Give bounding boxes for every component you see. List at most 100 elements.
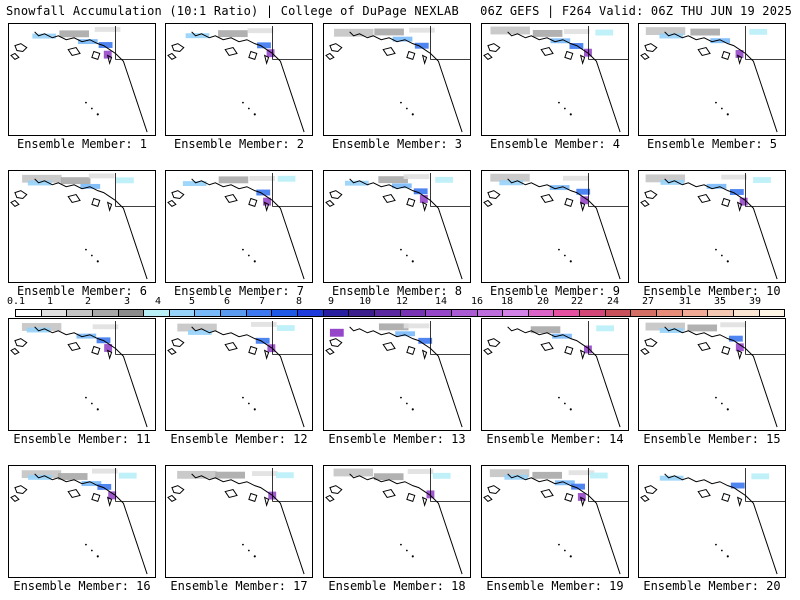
colorbar-swatch	[733, 310, 760, 316]
ensemble-member-label: Ensemble Member: 7	[173, 284, 305, 298]
ensemble-map-panel	[165, 318, 313, 431]
map-svg	[167, 320, 312, 428]
colorbar-swatch	[41, 310, 68, 316]
ensemble-member-label: Ensemble Member: 4	[489, 137, 621, 151]
ensemble-map-panel	[8, 465, 156, 578]
colorbar-swatch	[272, 310, 299, 316]
colorbar-swatch	[195, 310, 222, 316]
ensemble-map-panel	[481, 465, 629, 578]
ensemble-map-panel	[323, 170, 471, 283]
colorbar-tick-label: 8	[295, 296, 303, 307]
colorbar-swatch	[554, 310, 581, 316]
colorbar-swatch	[503, 310, 529, 316]
ensemble-map-panel	[323, 23, 471, 136]
colorbar-swatch	[605, 310, 632, 316]
colorbar-tick-label: 2	[84, 296, 92, 307]
ensemble-member-label: Ensemble Member: 19	[486, 579, 624, 593]
colorbar-tick-label: 7	[258, 296, 266, 307]
ensemble-map-panel	[481, 23, 629, 136]
ensemble-member-label: Ensemble Member: 5	[646, 137, 778, 151]
map-svg	[483, 25, 628, 133]
colorbar-tick-label: 16	[470, 296, 484, 307]
run-valid-time: 06Z GEFS | F264 Valid: 06Z THU JUN 19 20…	[480, 4, 792, 18]
colorbar-tick-label: 20	[536, 296, 550, 307]
map-svg	[10, 467, 155, 575]
colorbar-tick-label: 18	[500, 296, 514, 307]
ensemble-map-panel	[165, 23, 313, 136]
colorbar-swatch	[16, 310, 42, 316]
ensemble-member-label: Ensemble Member: 11	[13, 432, 151, 446]
colorbar-swatch	[400, 310, 427, 316]
ensemble-member-label: Ensemble Member: 12	[170, 432, 308, 446]
colorbar-tick-label: 12	[395, 296, 409, 307]
map-svg	[325, 320, 470, 428]
colorbar-tick-label: 39	[748, 296, 762, 307]
ensemble-map-panel	[481, 170, 629, 283]
colorbar-swatch	[169, 310, 196, 316]
ensemble-map-panel	[638, 23, 786, 136]
ensemble-map-panel	[8, 23, 156, 136]
ensemble-map-panel	[8, 170, 156, 283]
ensemble-map-panel	[165, 465, 313, 578]
map-svg	[640, 467, 785, 575]
colorbar-swatch	[759, 310, 785, 316]
map-svg	[640, 320, 785, 428]
colorbar-swatch	[67, 310, 93, 316]
ensemble-member-label: Ensemble Member: 20	[643, 579, 781, 593]
ensemble-member-label: Ensemble Member: 8	[331, 284, 463, 298]
colorbar	[15, 309, 785, 317]
colorbar-swatch	[657, 310, 683, 316]
ensemble-map-panel	[638, 465, 786, 578]
colorbar-swatch	[708, 310, 734, 316]
colorbar-labels: 0.1 1 2 3 4 5 6 7 8 9 10 12 14 16 18 20 22 24 27 31 35 39	[7, 296, 785, 308]
colorbar-swatch	[298, 310, 324, 316]
colorbar-swatch	[144, 310, 170, 316]
map-svg	[640, 172, 785, 280]
colorbar-swatch	[528, 310, 555, 316]
ensemble-map-panel	[638, 318, 786, 431]
colorbar-tick-label: 6	[223, 296, 231, 307]
colorbar-swatch	[477, 310, 504, 316]
colorbar-tick-label: 31	[678, 296, 692, 307]
ensemble-map-panel	[323, 465, 471, 578]
ensemble-map-panel	[323, 318, 471, 431]
ensemble-map-panel	[165, 170, 313, 283]
ensemble-member-label: Ensemble Member: 18	[328, 579, 466, 593]
map-svg	[325, 25, 470, 133]
colorbar-swatch	[374, 310, 401, 316]
map-svg	[325, 467, 470, 575]
colorbar-swatch	[118, 310, 145, 316]
colorbar-tick-label: 5	[188, 296, 196, 307]
map-svg	[483, 467, 628, 575]
map-svg	[483, 320, 628, 428]
colorbar-swatch	[92, 310, 119, 316]
ensemble-member-label: Ensemble Member: 1	[16, 137, 148, 151]
colorbar-tick-label: 4	[154, 296, 162, 307]
colorbar-tick-label: 1	[46, 296, 54, 307]
ensemble-map-panel	[8, 318, 156, 431]
map-svg	[10, 25, 155, 133]
ensemble-map-panel	[638, 170, 786, 283]
map-svg	[325, 172, 470, 280]
ensemble-member-label: Ensemble Member: 13	[328, 432, 466, 446]
map-svg	[167, 25, 312, 133]
colorbar-swatch	[426, 310, 452, 316]
colorbar-swatch	[631, 310, 658, 316]
colorbar-tick-label: 22	[570, 296, 584, 307]
colorbar-swatch	[682, 310, 709, 316]
map-svg	[10, 320, 155, 428]
colorbar-tick-label: 14	[434, 296, 448, 307]
colorbar-swatch	[451, 310, 478, 316]
map-svg	[640, 25, 785, 133]
map-svg	[167, 172, 312, 280]
map-title: Snowfall Accumulation (10:1 Ratio) | Col…	[6, 4, 459, 18]
colorbar-swatch	[580, 310, 606, 316]
map-svg	[167, 467, 312, 575]
ensemble-member-label: Ensemble Member: 9	[489, 284, 621, 298]
colorbar-tick-label: 0.1	[6, 296, 26, 307]
map-svg	[483, 172, 628, 280]
ensemble-member-label: Ensemble Member: 17	[170, 579, 308, 593]
ensemble-member-label: Ensemble Member: 2	[173, 137, 305, 151]
ensemble-member-label: Ensemble Member: 6	[16, 284, 148, 298]
colorbar-tick-label: 27	[641, 296, 655, 307]
